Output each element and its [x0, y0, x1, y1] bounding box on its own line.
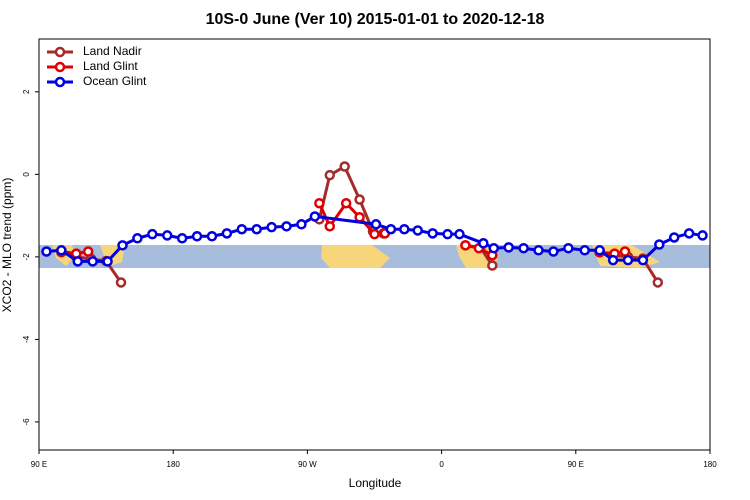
data-point: [102, 256, 113, 267]
data-point: [622, 254, 634, 266]
data-point: [82, 246, 94, 257]
legend-label: Land Nadir: [83, 44, 142, 58]
data-point: [147, 228, 158, 240]
legend-label: Ocean Glint: [83, 74, 147, 88]
data-point: [281, 221, 292, 232]
data-point: [296, 219, 307, 230]
data-point: [115, 277, 127, 288]
legend-marker: [54, 61, 66, 73]
data-point: [488, 242, 500, 254]
data-point: [87, 256, 98, 267]
y-axis-label: XCO2 - MLO trend (ppm): [0, 178, 14, 313]
data-point: [132, 233, 143, 244]
data-point: [266, 221, 277, 233]
data-point: [442, 228, 453, 240]
y-tick-label: 2: [22, 89, 31, 94]
data-point: [460, 240, 471, 251]
data-point: [72, 256, 84, 267]
data-point: [399, 223, 410, 235]
x-tick-label: 90 W: [298, 460, 317, 469]
data-point: [117, 240, 128, 251]
data-point: [654, 239, 665, 250]
data-point: [563, 242, 574, 254]
data-point: [668, 232, 680, 243]
x-tick-label: 0: [439, 460, 444, 469]
data-point: [340, 197, 352, 209]
data-point: [354, 212, 365, 223]
data-point: [369, 228, 380, 240]
data-point: [652, 277, 664, 288]
data-point: [478, 238, 489, 249]
data-point: [487, 260, 498, 271]
data-point: [427, 228, 438, 239]
legend-label: Land Glint: [83, 59, 138, 73]
data-point: [236, 223, 248, 235]
data-point: [697, 230, 708, 241]
data-point: [412, 225, 423, 236]
data-point: [191, 230, 203, 242]
data-point: [637, 254, 649, 266]
data-point: [683, 228, 695, 239]
data-point: [579, 245, 590, 256]
x-tick-label: 180: [167, 460, 181, 469]
data-point: [324, 169, 336, 181]
data-point: [354, 194, 365, 205]
data-point: [339, 161, 350, 172]
data-point: [324, 221, 336, 232]
legend-marker: [54, 76, 66, 88]
legend-marker: [54, 46, 66, 58]
data-point: [221, 228, 233, 239]
y-tick-label: -6: [22, 418, 31, 426]
data-point: [309, 211, 321, 222]
data-point: [251, 223, 262, 235]
data-point: [314, 197, 325, 209]
data-point: [206, 230, 218, 242]
data-point: [385, 223, 397, 235]
data-point: [161, 230, 173, 241]
y-tick-label: 0: [22, 172, 31, 177]
data-point: [454, 228, 465, 240]
x-tick-label: 90 E: [31, 460, 47, 469]
data-point: [594, 245, 605, 256]
x-tick-label: 90 E: [568, 460, 584, 469]
x-tick-label: 180: [703, 460, 717, 469]
data-point: [518, 242, 529, 254]
data-point: [533, 245, 544, 256]
y-tick-label: -2: [22, 253, 31, 261]
data-point: [176, 233, 188, 244]
data-point: [370, 219, 382, 230]
data-point: [619, 246, 631, 257]
y-tick-label: -4: [22, 335, 31, 343]
data-point: [41, 246, 52, 257]
data-point: [503, 242, 514, 253]
x-axis-label: Longitude: [349, 476, 402, 490]
chart-title: 10S-0 June (Ver 10) 2015-01-01 to 2020-1…: [206, 11, 545, 28]
data-point: [607, 254, 619, 266]
data-point: [548, 246, 559, 257]
data-point: [56, 245, 67, 256]
plot-frame: [38, 38, 711, 451]
